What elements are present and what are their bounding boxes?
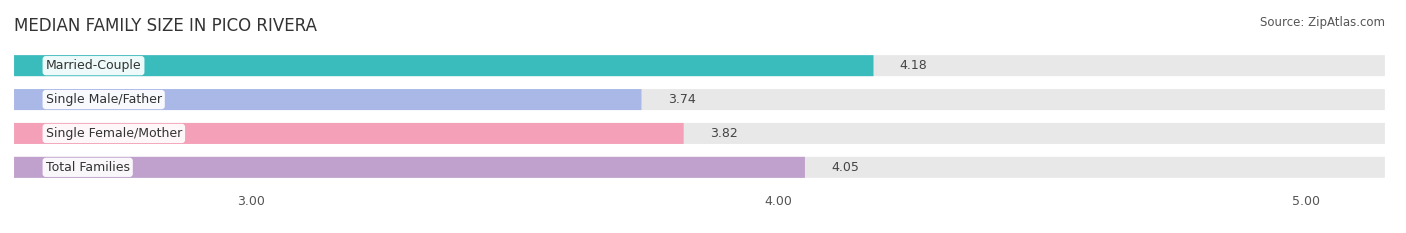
FancyBboxPatch shape xyxy=(14,123,1385,144)
Text: 3.82: 3.82 xyxy=(710,127,738,140)
Text: 3.74: 3.74 xyxy=(668,93,696,106)
FancyBboxPatch shape xyxy=(14,55,873,76)
FancyBboxPatch shape xyxy=(14,157,804,178)
FancyBboxPatch shape xyxy=(14,89,1385,110)
Text: Married-Couple: Married-Couple xyxy=(45,59,142,72)
Text: Single Female/Mother: Single Female/Mother xyxy=(45,127,181,140)
Text: 4.05: 4.05 xyxy=(831,161,859,174)
FancyBboxPatch shape xyxy=(14,157,1385,178)
FancyBboxPatch shape xyxy=(14,55,1385,76)
Text: Source: ZipAtlas.com: Source: ZipAtlas.com xyxy=(1260,16,1385,29)
Text: Single Male/Father: Single Male/Father xyxy=(45,93,162,106)
FancyBboxPatch shape xyxy=(14,89,641,110)
Text: MEDIAN FAMILY SIZE IN PICO RIVERA: MEDIAN FAMILY SIZE IN PICO RIVERA xyxy=(14,17,318,35)
Text: 4.18: 4.18 xyxy=(900,59,928,72)
Text: Total Families: Total Families xyxy=(45,161,129,174)
FancyBboxPatch shape xyxy=(14,123,683,144)
